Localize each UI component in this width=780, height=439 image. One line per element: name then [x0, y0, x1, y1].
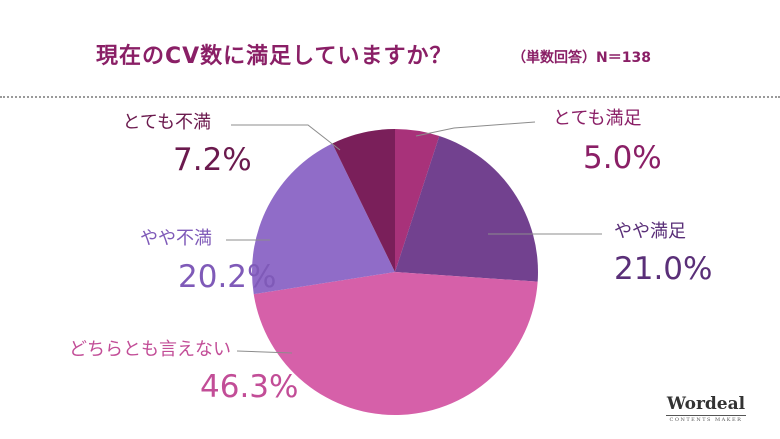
- slice-label: とても不満: [122, 112, 211, 133]
- slice-label: やや不満: [140, 228, 212, 249]
- leader-line: [231, 124, 341, 151]
- leader-line: [236, 350, 293, 354]
- slice-value-label: 20.2%: [178, 259, 276, 295]
- slice-value-label: 5.0%: [583, 140, 662, 176]
- sample-size-note: （単数回答）N＝138: [512, 50, 651, 66]
- pie-slice: [253, 272, 538, 415]
- chart-title: 現在のCV数に満足していますか？: [96, 44, 453, 69]
- pie-slice: [395, 129, 440, 272]
- slice-value-label: 7.2%: [173, 142, 252, 178]
- pie-slice: [251, 143, 395, 295]
- slice-label: どちらとも言えない: [69, 339, 231, 360]
- slice-label: やや満足: [614, 221, 686, 242]
- wordeal-logo: Wordeal CONTENTS MAKER: [666, 395, 746, 423]
- logo-name: Wordeal: [666, 394, 746, 414]
- pie-slice: [395, 136, 538, 282]
- slice-value-label: 21.0%: [614, 251, 712, 287]
- slice-value-label: 46.3%: [200, 369, 298, 405]
- divider: [0, 96, 780, 98]
- slice-label: とても満足: [553, 108, 642, 129]
- logo-tagline: CONTENTS MAKER: [666, 415, 746, 423]
- pie-slice: [332, 129, 395, 272]
- leader-line: [415, 121, 536, 137]
